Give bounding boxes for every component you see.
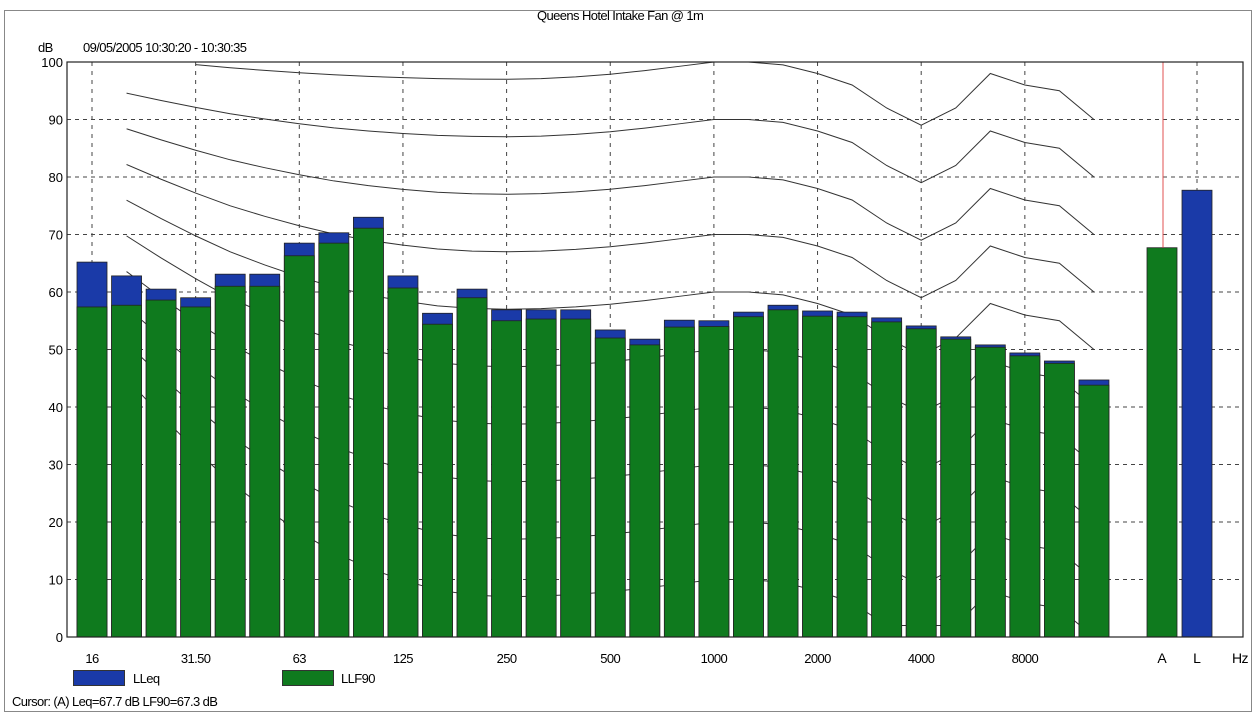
x-tick-label: 250 — [497, 651, 517, 666]
y-tick-label: 90 — [49, 113, 63, 128]
bar-llf90 — [456, 297, 488, 638]
x-tick-label: 31.50 — [181, 651, 211, 666]
bar-llf90 — [145, 299, 177, 638]
x-tick-label: 4000 — [908, 651, 935, 666]
bar-llf90 — [1044, 362, 1075, 638]
bar-llf90 — [491, 320, 523, 638]
x-tick-label: A — [1157, 650, 1167, 666]
y-tick-label: 70 — [49, 228, 63, 243]
chart-title: Queens Hotel Intake Fan @ 1m — [537, 8, 704, 23]
x-tick-label: 8000 — [1012, 651, 1039, 666]
legend-label-llf90: LLF90 — [341, 671, 375, 686]
legend-label-lleq: LLeq — [133, 671, 160, 686]
bar-llf90 — [629, 344, 661, 638]
bar-llf90 — [1078, 384, 1110, 638]
bar-llf90 — [974, 346, 1006, 638]
bar-llf90 — [767, 309, 799, 638]
bar-llf90 — [422, 323, 453, 638]
bar-llf90 — [802, 315, 833, 638]
y-tick-label: 0 — [56, 630, 63, 645]
chart-subtitle: 09/05/2005 10:30:20 - 10:30:35 — [83, 40, 247, 55]
bar-llf90 — [318, 242, 350, 638]
x-tick-label: 125 — [393, 651, 413, 666]
chart-frame — [4, 10, 1252, 712]
bar-llf90 — [283, 255, 315, 638]
y-tick-label: 60 — [49, 285, 63, 300]
bar-llf90 — [594, 337, 626, 638]
x-tick-label: 16 — [85, 651, 99, 666]
x-tick-label: L — [1193, 650, 1201, 666]
legend-swatch-llf90 — [282, 670, 334, 686]
plot-border — [66, 61, 1244, 638]
bar-llf90 — [905, 328, 937, 638]
legend-swatch-lleq — [73, 670, 125, 686]
x-tick-label: 2000 — [804, 651, 831, 666]
reference-curve — [126, 128, 1095, 241]
bar-llf90 — [249, 285, 281, 638]
reference-curve — [126, 92, 1095, 184]
bar-llf90 — [111, 304, 142, 638]
reference-curve — [195, 61, 1095, 126]
y-axis-label: dB — [38, 40, 53, 55]
reference-curve — [126, 164, 1095, 299]
y-tick-label: 20 — [49, 515, 63, 530]
y-tick-label: 50 — [49, 343, 63, 358]
cursor-readout: Cursor: (A) Leq=67.7 dB LF90=67.3 dB — [12, 694, 218, 709]
bar-llf90 — [560, 318, 592, 638]
bar-llf90 — [180, 306, 212, 638]
y-tick-label: 10 — [49, 573, 63, 588]
bar-llf90 — [871, 321, 903, 638]
y-tick-label: 100 — [41, 55, 63, 70]
x-tick-label: 500 — [600, 651, 620, 666]
x-axis-unit: Hz — [1232, 650, 1249, 666]
bar-llf90 — [387, 287, 419, 638]
bar-llf90 — [698, 326, 730, 638]
bar-llf90 — [525, 318, 557, 638]
bar-llf90 — [352, 227, 384, 638]
x-tick-label: 1000 — [701, 651, 728, 666]
y-tick-label: 30 — [49, 458, 63, 473]
y-tick-label: 40 — [49, 400, 63, 415]
bar-broadband-l — [1181, 189, 1213, 638]
bar-llf90 — [733, 316, 764, 638]
bar-llf90 — [940, 338, 972, 638]
bar-llf90 — [214, 285, 246, 638]
bar-llf90 — [836, 316, 868, 638]
bar-llf90 — [1009, 355, 1041, 638]
bar-llf90 — [663, 326, 695, 638]
y-tick-label: 80 — [49, 170, 63, 185]
bar-broadband-a — [1146, 247, 1178, 638]
x-tick-label: 63 — [293, 651, 307, 666]
bar-llf90 — [76, 306, 108, 638]
